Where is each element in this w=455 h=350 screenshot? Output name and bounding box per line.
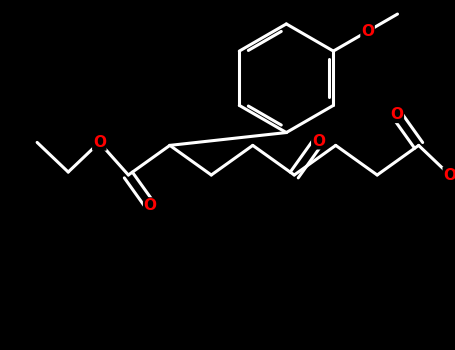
- Text: O: O: [312, 134, 325, 149]
- Text: O: O: [390, 107, 403, 122]
- Text: O: O: [443, 168, 455, 182]
- Text: O: O: [361, 24, 374, 39]
- Text: O: O: [144, 198, 157, 213]
- Text: O: O: [93, 135, 106, 150]
